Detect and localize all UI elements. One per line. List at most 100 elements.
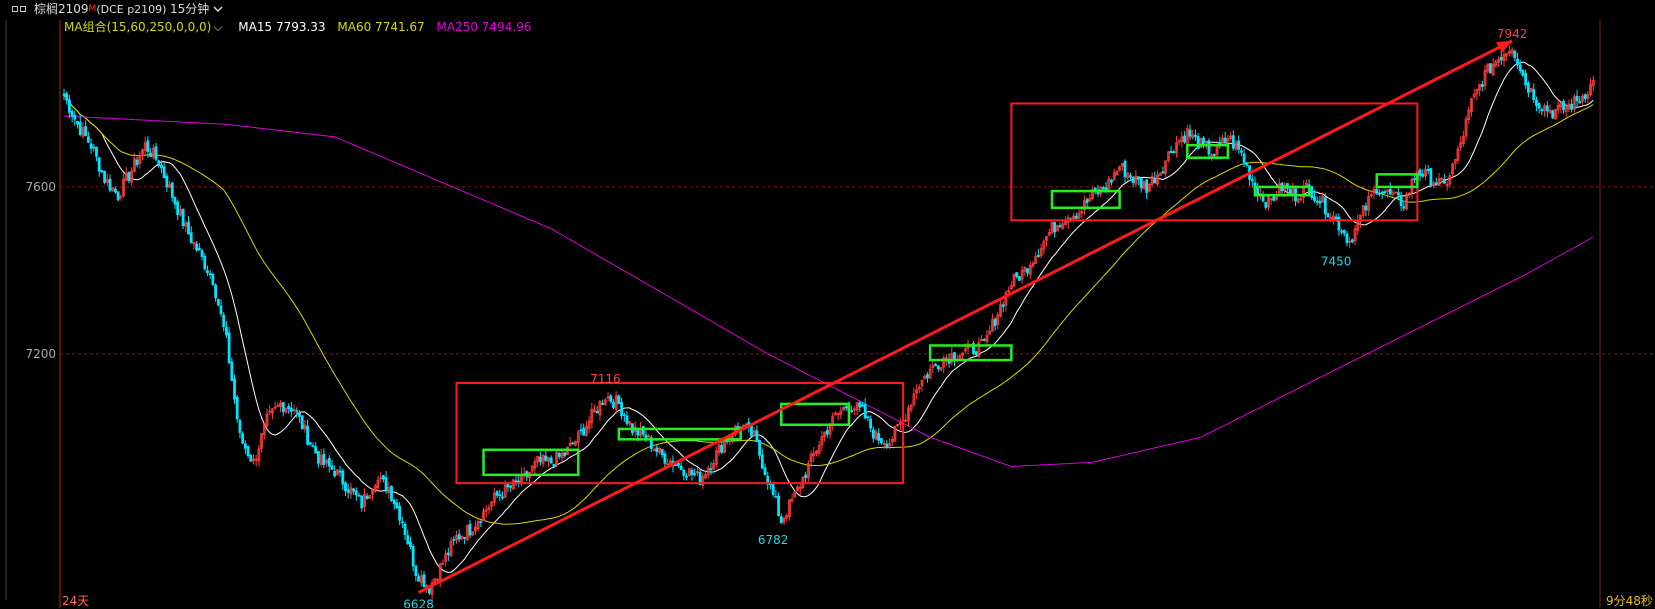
candle-body bbox=[65, 93, 69, 101]
candle-body bbox=[1180, 136, 1184, 142]
candle-body bbox=[1188, 129, 1192, 137]
candle-body bbox=[1313, 196, 1316, 201]
candle-body bbox=[487, 507, 491, 510]
consolidation-box-green bbox=[928, 344, 1013, 362]
candle-body bbox=[243, 443, 247, 449]
candle-body bbox=[308, 442, 312, 445]
candle-body bbox=[1142, 181, 1146, 189]
ma15-line bbox=[63, 61, 1594, 574]
candle-body bbox=[709, 468, 713, 471]
candle-body bbox=[68, 99, 71, 113]
candle-body bbox=[782, 517, 786, 523]
candle-body bbox=[184, 222, 188, 227]
candle-body bbox=[598, 400, 602, 416]
candle-body bbox=[149, 152, 153, 157]
candle-body bbox=[311, 445, 315, 448]
candle-body bbox=[1391, 192, 1395, 195]
candle-body bbox=[306, 425, 310, 445]
candle-body bbox=[574, 440, 577, 446]
chevron-down-icon[interactable]: ⌵ bbox=[213, 20, 223, 34]
candle-body bbox=[720, 444, 724, 453]
ma15-value: MA15 7793.33 bbox=[238, 20, 326, 34]
candle-layer bbox=[62, 45, 1595, 602]
candle-body bbox=[601, 403, 605, 405]
candle-body bbox=[1267, 196, 1270, 208]
candle-body bbox=[1242, 153, 1246, 163]
candle-body bbox=[414, 565, 418, 576]
candle-body bbox=[1451, 163, 1454, 175]
chevron-down-icon[interactable] bbox=[212, 0, 224, 18]
candle-body bbox=[1440, 177, 1444, 180]
candle-body bbox=[682, 469, 686, 477]
instrument-name: 棕榈2109 bbox=[34, 2, 89, 16]
consolidation-box-green bbox=[1375, 173, 1419, 189]
candle-body bbox=[1226, 138, 1230, 142]
candle-body bbox=[335, 469, 339, 476]
candle-body bbox=[1388, 188, 1392, 195]
candle-body bbox=[777, 495, 780, 516]
candle-body bbox=[714, 450, 718, 465]
candle-body bbox=[750, 425, 753, 437]
candle-body bbox=[376, 479, 380, 489]
candle-body bbox=[687, 468, 691, 477]
candle-body bbox=[1486, 63, 1490, 72]
candle-body bbox=[1543, 105, 1546, 112]
price-annotation: 7450 bbox=[1321, 254, 1352, 268]
candle-body bbox=[1129, 175, 1132, 178]
title-bar: 棕榈2109M(DCE p2109) 15分钟 bbox=[0, 0, 1655, 18]
candle-body bbox=[138, 155, 142, 164]
candle-body bbox=[1175, 142, 1178, 154]
candle-body bbox=[219, 305, 223, 315]
candle-body bbox=[130, 170, 134, 183]
candle-body bbox=[593, 409, 596, 412]
candle-body bbox=[1418, 169, 1422, 176]
candle-body bbox=[936, 365, 940, 370]
candle-body bbox=[352, 488, 356, 492]
candle-body bbox=[1074, 215, 1078, 219]
candle-body bbox=[1402, 206, 1406, 209]
candle-body bbox=[766, 475, 770, 485]
ma-group-label[interactable]: MA组合(15,60,250,0,0,0) bbox=[64, 20, 212, 34]
candle-body bbox=[1153, 177, 1157, 184]
period-selector[interactable]: 15分钟 bbox=[170, 2, 210, 16]
candle-body bbox=[763, 467, 767, 476]
candle-body bbox=[950, 353, 954, 363]
candle-body bbox=[1221, 137, 1224, 144]
countdown-timer: 9分48秒 bbox=[1606, 594, 1653, 608]
price-annotation: 6628 bbox=[403, 597, 434, 608]
candle-body bbox=[1413, 178, 1417, 180]
candle-body bbox=[233, 378, 236, 400]
candle-body bbox=[1586, 94, 1590, 99]
candle-body bbox=[706, 467, 710, 476]
candle-body bbox=[419, 575, 423, 583]
candle-body bbox=[482, 510, 485, 522]
trend-line bbox=[417, 39, 1513, 594]
candle-body bbox=[368, 495, 372, 499]
consolidation-box-green bbox=[617, 427, 742, 441]
candle-body bbox=[143, 142, 147, 151]
candle-body bbox=[333, 470, 337, 477]
candle-body bbox=[76, 120, 79, 125]
candle-body bbox=[552, 464, 556, 468]
candle-body bbox=[1445, 183, 1449, 186]
candle-body bbox=[991, 319, 994, 332]
candle-body bbox=[1199, 138, 1203, 148]
candle-body bbox=[549, 457, 553, 464]
candle-body bbox=[444, 553, 448, 562]
candle-body bbox=[1372, 188, 1376, 194]
candle-body bbox=[89, 143, 93, 149]
candle-body bbox=[124, 173, 128, 181]
candle-body bbox=[192, 241, 196, 245]
candle-body bbox=[1083, 200, 1086, 211]
candle-body bbox=[371, 489, 374, 495]
candle-body bbox=[95, 146, 98, 157]
window-icon[interactable] bbox=[12, 6, 26, 12]
candle-body bbox=[197, 247, 201, 251]
candle-body bbox=[1034, 255, 1038, 264]
candle-body bbox=[942, 357, 946, 368]
candle-body bbox=[1375, 188, 1379, 195]
candle-body bbox=[1524, 73, 1528, 86]
consolidation-box-red bbox=[1010, 102, 1419, 222]
candle-body bbox=[146, 140, 150, 153]
